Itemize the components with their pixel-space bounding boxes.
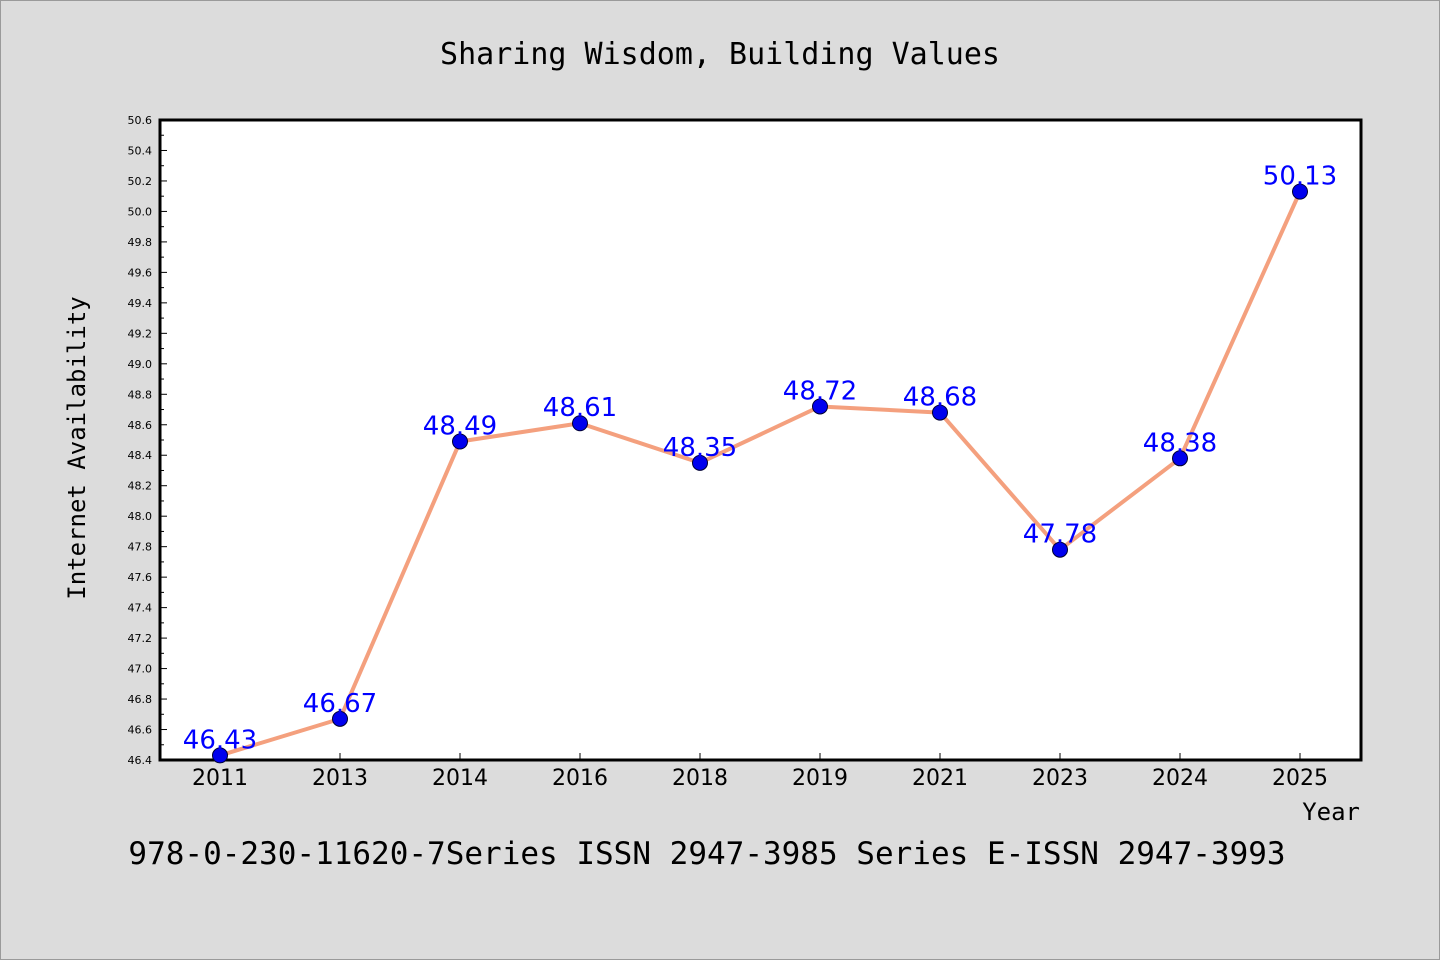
- data-value-label: 48.61: [543, 393, 617, 423]
- data-value-label: 48.38: [1143, 428, 1217, 458]
- x-tick-label: 2024: [1152, 766, 1208, 791]
- data-point-marker: [812, 398, 828, 415]
- x-axis-label: Year: [1302, 798, 1360, 826]
- y-tick-label: 47.4: [128, 602, 153, 615]
- y-tick-label: 47.2: [128, 632, 153, 645]
- y-axis-ticks: 46.4 46.6 46.8 47.0 47.2 47.4 47.6 47.8 48.0 48.2…: [128, 114, 167, 767]
- y-tick-label: 49.8: [128, 236, 153, 249]
- y-tick-label: 50.4: [128, 144, 153, 157]
- y-tick-label: 47.0: [128, 663, 153, 676]
- y-tick-label: 47.6: [128, 571, 153, 584]
- y-tick-label: 48.6: [128, 419, 153, 432]
- y-tick-label: 46.8: [128, 693, 153, 706]
- y-tick-label: 50.6: [128, 114, 153, 127]
- data-point-marker: [1172, 450, 1188, 467]
- data-value-label: 48.49: [423, 412, 497, 442]
- plot-area: [158, 118, 1363, 762]
- data-point-marker: [692, 454, 708, 471]
- data-value-label: 47.78: [1023, 520, 1097, 550]
- y-tick-label: 49.0: [128, 358, 153, 371]
- x-tick-label: 2011: [192, 766, 248, 791]
- x-tick-label: 2018: [672, 766, 728, 791]
- data-point-marker: [212, 747, 228, 764]
- data-point-marker: [1292, 183, 1308, 200]
- data-value-label: 48.68: [903, 383, 977, 413]
- series-line: [219, 190, 1302, 758]
- chart-title: Sharing Wisdom, Building Values: [440, 37, 1000, 72]
- x-tick-label: 2025: [1272, 766, 1328, 791]
- data-value-label: 48.72: [783, 376, 857, 406]
- x-tick-label: 2016: [552, 766, 608, 791]
- x-tick-label: 2013: [312, 766, 368, 791]
- data-value-label: 50.13: [1263, 162, 1337, 192]
- data-point-marker: [332, 710, 348, 727]
- y-tick-label: 46.6: [128, 724, 153, 737]
- y-tick-label: 49.6: [128, 266, 153, 279]
- data-point-marker: [932, 404, 948, 421]
- data-value-label: 46.43: [183, 725, 257, 755]
- data-point-marker: [572, 415, 588, 432]
- data-value-label: 48.35: [663, 433, 737, 463]
- x-tick-label: 2019: [792, 766, 848, 791]
- y-tick-label: 48.0: [128, 510, 153, 523]
- y-tick-label: 47.8: [128, 541, 153, 554]
- y-tick-label: 48.2: [128, 480, 153, 493]
- data-point-marker: [452, 433, 468, 450]
- y-tick-label: 50.2: [128, 175, 153, 188]
- x-tick-label: 2021: [912, 766, 968, 791]
- series-line-path: [219, 190, 1302, 758]
- y-tick-label: 46.4: [128, 754, 153, 767]
- x-axis-ticks: 2011 2013 2014 2016 2018 2019 2021 2023 2024 2025: [192, 753, 1328, 791]
- y-tick-label: 49.4: [128, 297, 153, 310]
- x-tick-label: 2023: [1032, 766, 1088, 791]
- data-value-label: 46.67: [303, 689, 377, 719]
- y-tick-label: 48.4: [128, 449, 153, 462]
- data-labels: 46.43 46.67 48.49 48.61 48.35 48.72 48.68 47.78…: [183, 162, 1337, 756]
- y-tick-label: 50.0: [128, 205, 153, 218]
- isbn-issn-footer: 978-0-230-11620-7Series ISSN 2947-3985 S…: [128, 836, 1285, 872]
- data-point-marker: [1052, 541, 1068, 558]
- x-tick-label: 2014: [432, 766, 488, 791]
- y-axis-label: Internet Availability: [63, 296, 91, 599]
- y-tick-label: 49.2: [128, 327, 153, 340]
- y-tick-label: 48.8: [128, 388, 153, 401]
- data-points: [212, 183, 1308, 764]
